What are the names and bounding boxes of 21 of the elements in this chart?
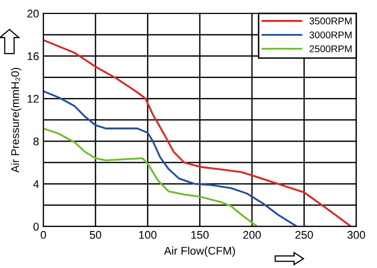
legend-label: 3000RPM: [310, 31, 352, 38]
y-tick-label: 8: [33, 138, 39, 146]
y-tick-label: 4: [33, 180, 39, 188]
y-tick-label: 12: [28, 94, 39, 103]
x-tick-label: 50: [90, 230, 102, 239]
y-tick-label: 0: [33, 222, 39, 231]
x-tick-label: 100: [139, 230, 156, 239]
line-series: [43, 128, 258, 226]
x-tick-label: 0: [40, 230, 46, 239]
legend-label: 3500RPM: [310, 18, 352, 24]
y-axis-title: Air Pressure(mmH₂0): [10, 68, 22, 173]
legend-label: 2500RPM: [310, 45, 352, 52]
line-series: [43, 90, 298, 226]
x-tick-label: 300: [347, 230, 366, 239]
line-series: [43, 39, 352, 226]
x-tick-label: 250: [295, 230, 313, 239]
x-axis-title: Air Flow(CFM): [164, 246, 235, 257]
y-tick-label: 16: [28, 52, 39, 60]
x-tick-label: 150: [191, 230, 209, 239]
y-tick-label: 20: [27, 10, 39, 18]
x-tick-label: 200: [243, 230, 261, 239]
